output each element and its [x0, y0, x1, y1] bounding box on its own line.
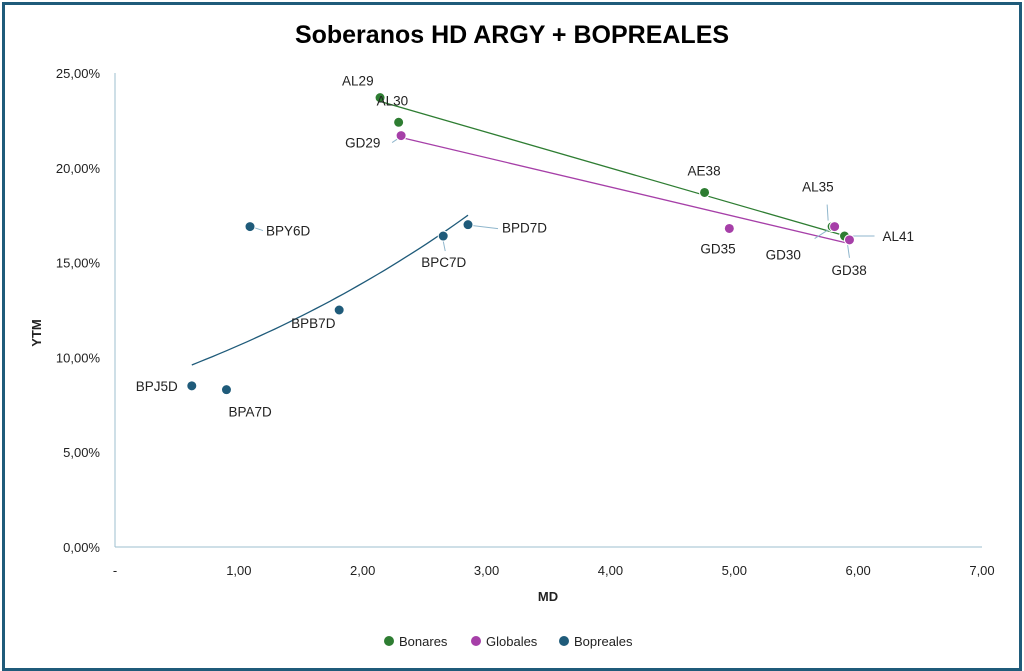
point-bpa7d [220, 384, 232, 396]
point-gd35 [723, 222, 735, 234]
x-tick-label: 5,00 [722, 563, 747, 578]
x-tick-label: 7,00 [969, 563, 994, 578]
point-gd38 [843, 234, 855, 246]
point-label-gd30: GD30 [766, 248, 801, 263]
x-tick-label: 6,00 [845, 563, 870, 578]
point-label-al35: AL35 [802, 180, 834, 195]
point-label-al30: AL30 [377, 93, 409, 108]
point-label-bpc7d: BPC7D [421, 255, 466, 270]
point-bpd7d [462, 219, 474, 231]
chart-title: Soberanos HD ARGY + BOPREALES [295, 21, 729, 49]
legend-marker-bonares [384, 636, 394, 646]
legend-marker-globales [471, 636, 481, 646]
trendline-bopreales [191, 214, 469, 366]
y-tick-label: 20,00% [56, 161, 101, 176]
trendline-bonares [379, 100, 846, 237]
x-tick-label: 3,00 [474, 563, 499, 578]
point-label-al41: AL41 [883, 229, 915, 244]
legend: Bonares Globales Bopreales [384, 634, 633, 649]
leader-line-al35 [826, 204, 829, 221]
y-tick-label: 25,00% [56, 66, 101, 81]
point-gd30 [829, 221, 841, 233]
point-al29 [374, 92, 386, 104]
axes: - 1,00 2,00 3,00 4,00 5,00 6,00 7,00 0,00% 5,00% 1… [56, 66, 995, 578]
leader-line-bpy6d [253, 227, 264, 232]
leader-line-bpc7d [442, 240, 446, 252]
point-label-bpj5d: BPJ5D [136, 379, 178, 394]
point-bpc7d [437, 230, 449, 242]
point-label-bpd7d: BPD7D [502, 221, 547, 236]
legend-label-bonares: Bonares [399, 634, 448, 649]
legend-marker-bopreales [559, 636, 569, 646]
point-bpy6d [244, 221, 256, 233]
point-label-bpy6d: BPY6D [266, 224, 311, 239]
point-label-al29: AL29 [342, 74, 374, 89]
leader-line-bpd7d [472, 225, 499, 230]
x-axis-label: MD [538, 589, 558, 604]
point-label-bpa7d: BPA7D [228, 405, 272, 420]
legend-label-bopreales: Bopreales [574, 634, 633, 649]
point-label-gd38: GD38 [831, 263, 866, 278]
label-leaders [253, 138, 875, 258]
leader-line-gd30 [814, 229, 829, 239]
data-points [186, 92, 855, 396]
point-label-gd29: GD29 [345, 136, 380, 151]
y-tick-label: 15,00% [56, 256, 101, 271]
y-tick-label: 10,00% [56, 350, 101, 365]
point-gd29 [395, 130, 407, 142]
x-tick-label: 4,00 [598, 563, 623, 578]
x-tick-label: 2,00 [350, 563, 375, 578]
y-tick-label: 5,00% [63, 445, 100, 460]
point-label-bpb7d: BPB7D [291, 316, 336, 331]
y-axis-label: YTM [29, 319, 44, 346]
leader-line-gd38 [846, 243, 850, 258]
point-bpj5d [186, 380, 198, 392]
point-bpb7d [333, 304, 345, 316]
point-label-gd35: GD35 [700, 241, 735, 256]
y-tick-label: 0,00% [63, 540, 100, 555]
trendlines [191, 100, 850, 366]
point-al30 [393, 116, 405, 128]
point-label-ae38: AE38 [688, 163, 721, 178]
x-tick-label: - [113, 563, 117, 578]
point-ae38 [699, 186, 711, 198]
x-tick-label: 1,00 [226, 563, 251, 578]
trendline-globales [400, 136, 850, 245]
legend-label-globales: Globales [486, 634, 538, 649]
